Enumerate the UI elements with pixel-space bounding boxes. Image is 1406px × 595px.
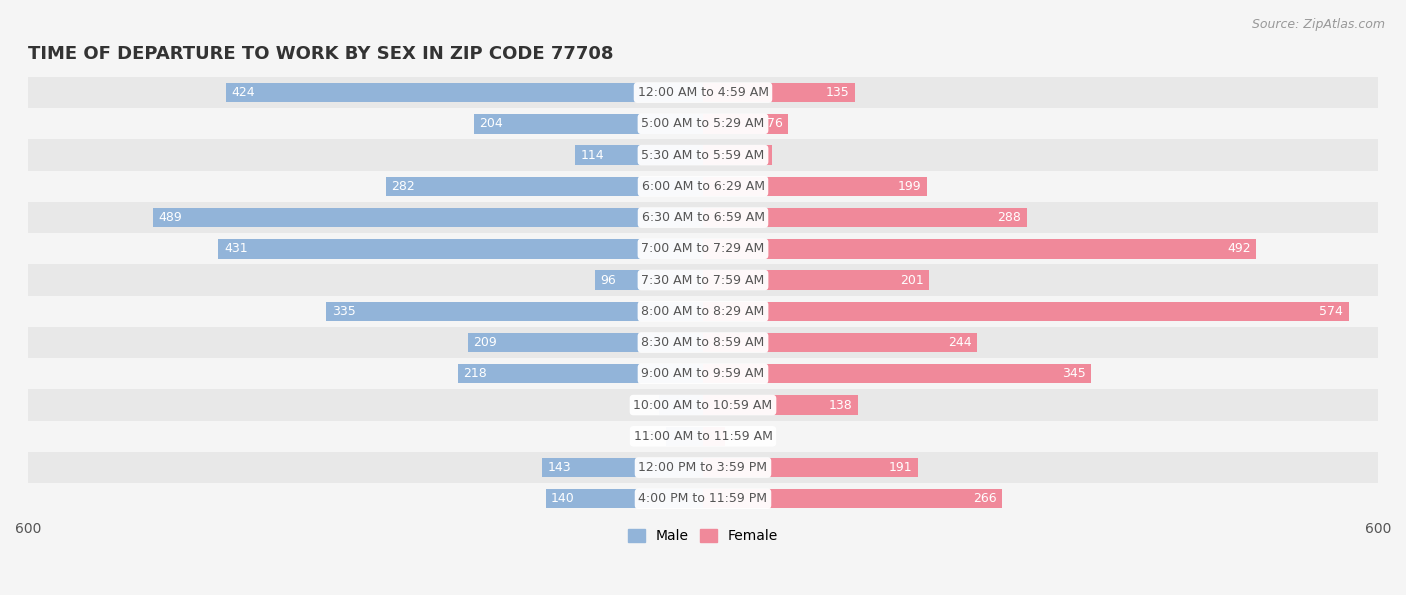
Bar xyxy=(575,145,703,165)
Text: 191: 191 xyxy=(889,461,912,474)
Text: 7:00 AM to 7:29 AM: 7:00 AM to 7:29 AM xyxy=(641,242,765,255)
Text: Source: ZipAtlas.com: Source: ZipAtlas.com xyxy=(1251,18,1385,31)
Text: 335: 335 xyxy=(332,305,356,318)
Text: TIME OF DEPARTURE TO WORK BY SEX IN ZIP CODE 77708: TIME OF DEPARTURE TO WORK BY SEX IN ZIP … xyxy=(28,45,613,62)
Bar xyxy=(326,302,703,321)
Bar xyxy=(703,427,725,446)
Bar xyxy=(28,452,1378,483)
Text: 4:00 PM to 11:59 PM: 4:00 PM to 11:59 PM xyxy=(638,492,768,505)
Text: 218: 218 xyxy=(464,367,488,380)
Bar xyxy=(153,208,703,227)
Text: 244: 244 xyxy=(948,336,972,349)
Text: 12:00 PM to 3:59 PM: 12:00 PM to 3:59 PM xyxy=(638,461,768,474)
Bar xyxy=(659,395,703,415)
Bar xyxy=(703,239,1257,258)
Text: 96: 96 xyxy=(600,274,616,287)
Text: 6:30 AM to 6:59 AM: 6:30 AM to 6:59 AM xyxy=(641,211,765,224)
Text: 5:30 AM to 5:59 AM: 5:30 AM to 5:59 AM xyxy=(641,149,765,162)
Bar xyxy=(546,489,703,509)
Text: 288: 288 xyxy=(997,211,1021,224)
Text: 7:30 AM to 7:59 AM: 7:30 AM to 7:59 AM xyxy=(641,274,765,287)
Text: 114: 114 xyxy=(581,149,605,162)
Text: 61: 61 xyxy=(751,149,766,162)
Bar xyxy=(666,427,703,446)
Bar xyxy=(28,139,1378,171)
Text: 489: 489 xyxy=(159,211,183,224)
Bar xyxy=(468,333,703,352)
Text: 33: 33 xyxy=(645,430,661,443)
Text: 492: 492 xyxy=(1227,242,1251,255)
Text: 9:00 AM to 9:59 AM: 9:00 AM to 9:59 AM xyxy=(641,367,765,380)
Bar xyxy=(595,270,703,290)
Bar xyxy=(385,177,703,196)
Bar xyxy=(28,296,1378,327)
Text: 143: 143 xyxy=(548,461,571,474)
Bar xyxy=(28,171,1378,202)
Bar xyxy=(703,458,918,477)
Bar xyxy=(703,302,1348,321)
Bar xyxy=(703,364,1091,384)
Text: 135: 135 xyxy=(825,86,849,99)
Text: 12:00 AM to 4:59 AM: 12:00 AM to 4:59 AM xyxy=(637,86,769,99)
Bar xyxy=(28,358,1378,389)
Bar xyxy=(28,108,1378,139)
Bar xyxy=(28,264,1378,296)
Bar xyxy=(226,83,703,102)
Bar xyxy=(28,77,1378,108)
Text: 140: 140 xyxy=(551,492,575,505)
Text: 431: 431 xyxy=(224,242,247,255)
Text: 204: 204 xyxy=(479,117,503,130)
Bar xyxy=(703,333,977,352)
Text: 209: 209 xyxy=(474,336,498,349)
Bar xyxy=(28,233,1378,264)
Bar xyxy=(703,114,789,133)
Bar xyxy=(703,83,855,102)
Bar xyxy=(543,458,703,477)
Bar xyxy=(28,389,1378,421)
Text: 138: 138 xyxy=(828,399,852,412)
Bar xyxy=(703,177,927,196)
Text: 282: 282 xyxy=(391,180,415,193)
Text: 424: 424 xyxy=(232,86,256,99)
Text: 10:00 AM to 10:59 AM: 10:00 AM to 10:59 AM xyxy=(634,399,772,412)
Text: 8:00 AM to 8:29 AM: 8:00 AM to 8:29 AM xyxy=(641,305,765,318)
Bar xyxy=(28,421,1378,452)
Bar xyxy=(218,239,703,258)
Text: 266: 266 xyxy=(973,492,997,505)
Bar xyxy=(28,483,1378,515)
Text: 8:30 AM to 8:59 AM: 8:30 AM to 8:59 AM xyxy=(641,336,765,349)
Text: 5:00 AM to 5:29 AM: 5:00 AM to 5:29 AM xyxy=(641,117,765,130)
Text: 39: 39 xyxy=(638,399,655,412)
Legend: Male, Female: Male, Female xyxy=(623,524,783,549)
Bar xyxy=(703,208,1026,227)
Text: 201: 201 xyxy=(900,274,924,287)
Bar xyxy=(28,327,1378,358)
Text: 11:00 AM to 11:59 AM: 11:00 AM to 11:59 AM xyxy=(634,430,772,443)
Bar xyxy=(703,145,772,165)
Bar xyxy=(703,489,1002,509)
Bar xyxy=(458,364,703,384)
Bar xyxy=(28,202,1378,233)
Text: 345: 345 xyxy=(1062,367,1085,380)
Text: 199: 199 xyxy=(897,180,921,193)
Text: 6:00 AM to 6:29 AM: 6:00 AM to 6:29 AM xyxy=(641,180,765,193)
Text: 574: 574 xyxy=(1319,305,1343,318)
Text: 20: 20 xyxy=(730,430,745,443)
Bar xyxy=(703,270,929,290)
Bar xyxy=(474,114,703,133)
Text: 76: 76 xyxy=(768,117,783,130)
Bar xyxy=(703,395,858,415)
